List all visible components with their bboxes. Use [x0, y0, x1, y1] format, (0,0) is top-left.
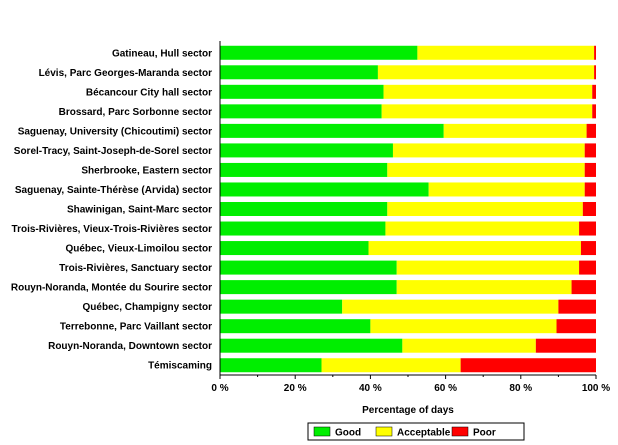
bar-acceptable	[396, 280, 572, 295]
category-label: Trois-Rivières, Sanctuary sector	[59, 263, 212, 274]
category-labels: Gatineau, Hull sector Lévis, Parc Georges…	[11, 48, 212, 371]
bar-poor	[556, 319, 596, 334]
bar-poor	[460, 358, 596, 373]
bar-acceptable	[370, 319, 557, 334]
x-tick-label: 80 %	[509, 383, 532, 394]
bar-poor	[535, 338, 596, 353]
legend-label-good: Good	[335, 428, 361, 439]
bar-good	[220, 241, 369, 256]
category-label: Lévis, Parc Georges-Maranda sector	[39, 68, 213, 79]
legend-swatch-acceptable	[375, 426, 393, 437]
bar-acceptable	[417, 45, 595, 60]
category-label: Trois-Rivières, Vieux-Trois-Rivières sec…	[12, 224, 213, 235]
x-tick-label: 60 %	[434, 383, 457, 394]
bar-acceptable	[342, 299, 559, 314]
bar-acceptable	[383, 84, 593, 99]
legend-label-poor: Poor	[473, 428, 496, 439]
legend: Good Acceptable Poor	[307, 422, 525, 441]
category-label: Sorel-Tracy, Saint-Joseph-de-Sorel secto…	[14, 146, 212, 157]
bar-poor	[584, 182, 596, 197]
bar-good	[220, 338, 403, 353]
bar-good	[220, 182, 429, 197]
category-label: Saguenay, University (Chicoutimi) sector	[18, 126, 212, 137]
bar-poor	[584, 162, 596, 177]
bar-acceptable	[368, 241, 581, 256]
category-label: Brossard, Parc Sorbonne sector	[59, 107, 212, 118]
category-label: Témiscaming	[148, 361, 212, 372]
category-label: Shawinigan, Saint-Marc sector	[67, 205, 212, 216]
category-label: Terrebonne, Parc Vaillant sector	[60, 322, 212, 333]
bar-acceptable	[381, 104, 593, 119]
category-label: Gatineau, Hull sector	[112, 48, 212, 59]
bar-acceptable	[443, 123, 587, 138]
bar-good	[220, 104, 382, 119]
bar-good	[220, 221, 386, 236]
bar-acceptable	[402, 338, 536, 353]
legend-swatch-good	[313, 426, 331, 437]
bar-acceptable	[321, 358, 461, 373]
category-label: Rouyn-Noranda, Downtown sector	[48, 341, 212, 352]
bar-good	[220, 162, 388, 177]
bar-poor	[592, 84, 596, 99]
bar-acceptable	[385, 221, 580, 236]
category-label: Rouyn-Noranda, Montée du Sourire sector	[11, 283, 212, 294]
bar-poor	[592, 104, 596, 119]
x-tick-label: 100 %	[582, 383, 610, 394]
bar-good	[220, 45, 418, 60]
x-axis: 0 % 20 % 40 % 60 % 80 % 100 %	[211, 41, 610, 394]
bar-good	[220, 299, 343, 314]
bar-poor	[582, 202, 596, 216]
bar-poor	[594, 45, 596, 60]
bar-poor	[579, 221, 596, 236]
bar-poor	[579, 260, 596, 275]
bar-good	[220, 319, 371, 334]
bar-good	[220, 280, 397, 295]
bar-poor	[580, 241, 596, 256]
category-label: Saguenay, Sainte-Thérèse (Arvida) sector	[15, 185, 212, 196]
bar-acceptable	[392, 143, 585, 158]
bar-acceptable	[377, 65, 595, 80]
bar-good	[220, 202, 388, 216]
legend-swatch-poor	[451, 426, 469, 437]
x-axis-title: Percentage of days	[362, 405, 454, 416]
bar-good	[220, 260, 397, 275]
bar-good	[220, 358, 322, 373]
x-tick-label: 40 %	[359, 383, 382, 394]
bar-good	[220, 123, 444, 138]
legend-box	[307, 422, 525, 441]
category-label: Sherbrooke, Eastern sector	[81, 165, 212, 176]
category-label: Québec, Vieux-Limoilou sector	[65, 244, 212, 255]
bar-acceptable	[396, 260, 580, 275]
bar-poor	[558, 299, 596, 314]
bar-acceptable	[387, 162, 585, 177]
category-label: Québec, Champigny sector	[83, 302, 213, 313]
bar-good	[220, 84, 384, 99]
category-label: Bécancour City hall sector	[86, 87, 212, 98]
bar-good	[220, 65, 378, 80]
bar-acceptable	[387, 202, 583, 216]
bars	[220, 45, 596, 373]
bar-poor	[571, 280, 596, 295]
bar-poor	[586, 123, 596, 138]
x-tick-label: 0 %	[211, 383, 228, 394]
bar-acceptable	[428, 182, 585, 197]
legend-label-acceptable: Acceptable	[397, 428, 451, 439]
bar-poor	[594, 65, 596, 80]
x-tick-label: 20 %	[284, 383, 307, 394]
bar-good	[220, 143, 393, 158]
bar-poor	[584, 143, 596, 158]
